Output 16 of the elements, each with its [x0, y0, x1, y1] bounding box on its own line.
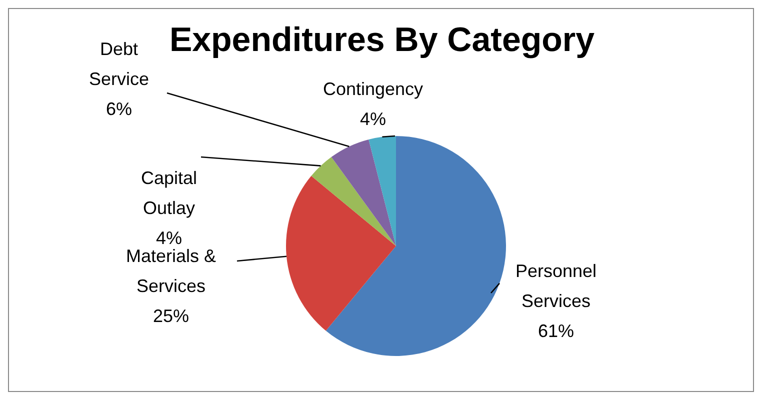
data-label: 61% — [538, 321, 574, 341]
pie-slice — [331, 139, 396, 246]
slice-label: Personnel Services — [515, 261, 597, 311]
slice-label: Materials & Services — [126, 246, 216, 296]
slice-label: Contingency — [322, 79, 424, 99]
data-label: 4% — [156, 228, 182, 248]
data-label: 6% — [106, 99, 132, 119]
chart-title: Expenditures By Category — [169, 21, 595, 59]
slice-label: Debt Service — [88, 39, 150, 89]
pie-slice — [286, 176, 396, 331]
pie-slice — [326, 136, 506, 356]
data-label: 4% — [360, 109, 386, 129]
pie-slice — [368, 136, 396, 246]
pie-slice — [311, 157, 396, 246]
data-label: 25% — [152, 306, 190, 326]
slice-label: Capital Outlay — [140, 168, 198, 218]
